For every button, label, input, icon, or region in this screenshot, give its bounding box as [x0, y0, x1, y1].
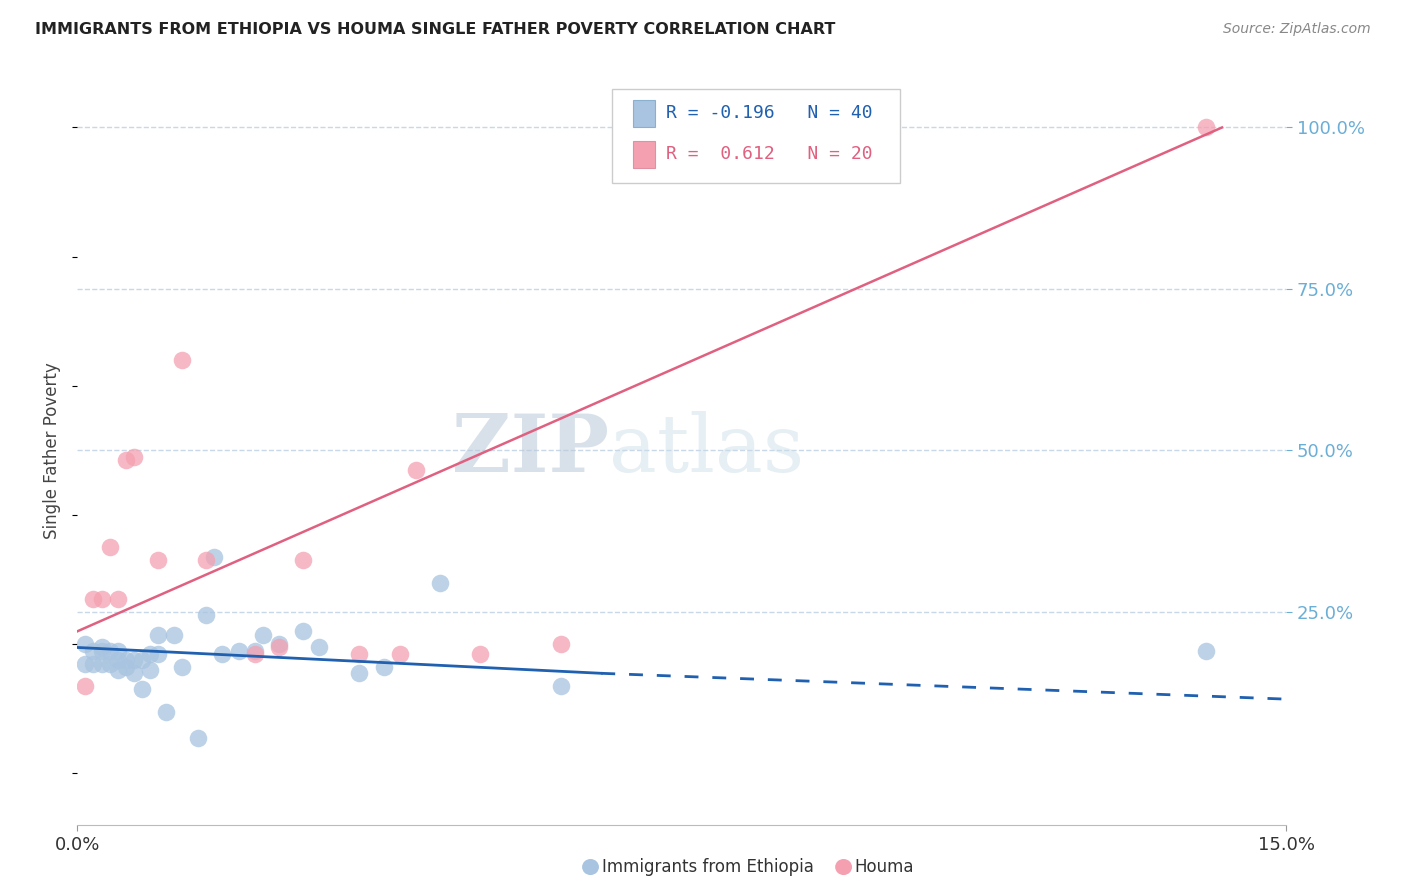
Point — [82, 592, 104, 607]
Point — [550, 637, 572, 651]
Point — [107, 592, 129, 607]
Point — [267, 637, 290, 651]
Point — [90, 640, 112, 655]
Point — [107, 663, 129, 677]
Point — [349, 647, 371, 661]
Point — [405, 463, 427, 477]
Point — [1195, 643, 1218, 657]
Text: IMMIGRANTS FROM ETHIOPIA VS HOUMA SINGLE FATHER POVERTY CORRELATION CHART: IMMIGRANTS FROM ETHIOPIA VS HOUMA SINGLE… — [35, 22, 835, 37]
Point — [349, 666, 371, 681]
Point — [82, 643, 104, 657]
Point — [292, 624, 315, 639]
Point — [107, 653, 129, 667]
Point — [122, 653, 145, 667]
Point — [308, 640, 330, 655]
Point — [187, 731, 209, 745]
Point — [131, 653, 153, 667]
Point — [139, 663, 162, 677]
Point — [122, 450, 145, 464]
Point — [75, 657, 97, 671]
Point — [82, 657, 104, 671]
Point — [146, 553, 169, 567]
Point — [98, 643, 121, 657]
Point — [155, 705, 177, 719]
Text: Source: ZipAtlas.com: Source: ZipAtlas.com — [1223, 22, 1371, 37]
Point — [146, 647, 169, 661]
Text: R =  0.612   N = 20: R = 0.612 N = 20 — [666, 145, 873, 163]
Point — [114, 660, 136, 674]
Point — [163, 627, 186, 641]
Point — [146, 627, 169, 641]
Point — [211, 647, 233, 661]
Point — [75, 679, 97, 693]
Text: ZIP: ZIP — [453, 411, 609, 490]
Point — [114, 453, 136, 467]
Point — [373, 660, 395, 674]
Point — [243, 647, 266, 661]
Point — [131, 682, 153, 697]
Point — [195, 608, 218, 623]
Point — [122, 666, 145, 681]
Point — [252, 627, 274, 641]
Text: atlas: atlas — [609, 411, 804, 490]
Point — [139, 647, 162, 661]
Point — [267, 640, 290, 655]
Point — [172, 353, 194, 368]
Point — [98, 657, 121, 671]
Point — [388, 647, 411, 661]
Point — [90, 643, 112, 657]
Point — [75, 637, 97, 651]
Point — [671, 120, 693, 135]
Point — [202, 549, 225, 564]
Y-axis label: Single Father Poverty: Single Father Poverty — [44, 362, 62, 539]
Point — [470, 647, 492, 661]
Text: Immigrants from Ethiopia: Immigrants from Ethiopia — [602, 858, 814, 876]
Point — [243, 643, 266, 657]
Point — [195, 553, 218, 567]
Point — [429, 575, 451, 590]
Point — [90, 657, 112, 671]
Point — [228, 643, 250, 657]
Point — [114, 653, 136, 667]
Point — [107, 643, 129, 657]
Text: Houma: Houma — [855, 858, 914, 876]
Point — [98, 541, 121, 555]
Point — [550, 679, 572, 693]
Text: R = -0.196   N = 40: R = -0.196 N = 40 — [666, 104, 873, 122]
Point — [292, 553, 315, 567]
Point — [90, 592, 112, 607]
Point — [172, 660, 194, 674]
Point — [1195, 120, 1218, 135]
